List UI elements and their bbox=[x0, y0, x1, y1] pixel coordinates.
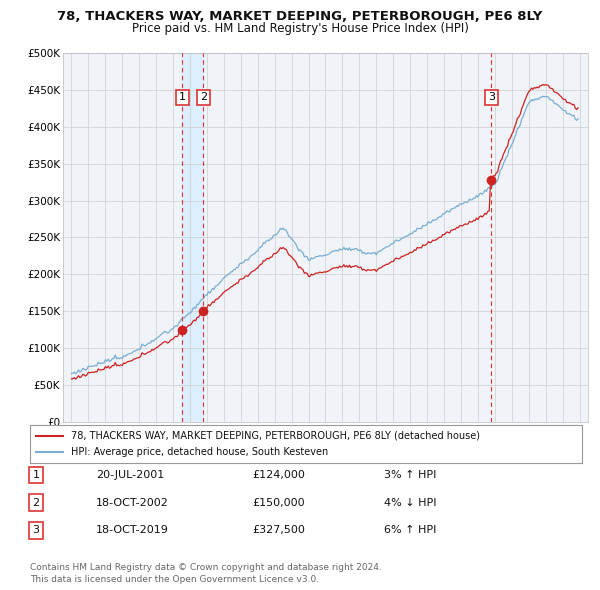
Text: 1: 1 bbox=[32, 470, 40, 480]
Text: HPI: Average price, detached house, South Kesteven: HPI: Average price, detached house, Sout… bbox=[71, 447, 329, 457]
Text: 3: 3 bbox=[488, 93, 495, 102]
Text: 78, THACKERS WAY, MARKET DEEPING, PETERBOROUGH, PE6 8LY: 78, THACKERS WAY, MARKET DEEPING, PETERB… bbox=[58, 10, 542, 23]
Text: 3% ↑ HPI: 3% ↑ HPI bbox=[384, 470, 436, 480]
Text: 20-JUL-2001: 20-JUL-2001 bbox=[96, 470, 164, 480]
Text: £150,000: £150,000 bbox=[252, 498, 305, 507]
Text: £327,500: £327,500 bbox=[252, 526, 305, 535]
Text: 2: 2 bbox=[32, 498, 40, 507]
Text: £124,000: £124,000 bbox=[252, 470, 305, 480]
Text: This data is licensed under the Open Government Licence v3.0.: This data is licensed under the Open Gov… bbox=[30, 575, 319, 584]
Text: 2: 2 bbox=[200, 93, 207, 102]
Text: 3: 3 bbox=[32, 526, 40, 535]
Text: 4% ↓ HPI: 4% ↓ HPI bbox=[384, 498, 437, 507]
Text: 78, THACKERS WAY, MARKET DEEPING, PETERBOROUGH, PE6 8LY (detached house): 78, THACKERS WAY, MARKET DEEPING, PETERB… bbox=[71, 431, 481, 441]
Text: 1: 1 bbox=[179, 93, 186, 102]
Text: 6% ↑ HPI: 6% ↑ HPI bbox=[384, 526, 436, 535]
Text: 18-OCT-2019: 18-OCT-2019 bbox=[96, 526, 169, 535]
Text: 18-OCT-2002: 18-OCT-2002 bbox=[96, 498, 169, 507]
Text: Contains HM Land Registry data © Crown copyright and database right 2024.: Contains HM Land Registry data © Crown c… bbox=[30, 563, 382, 572]
Text: Price paid vs. HM Land Registry's House Price Index (HPI): Price paid vs. HM Land Registry's House … bbox=[131, 22, 469, 35]
Bar bbox=[182, 53, 203, 422]
